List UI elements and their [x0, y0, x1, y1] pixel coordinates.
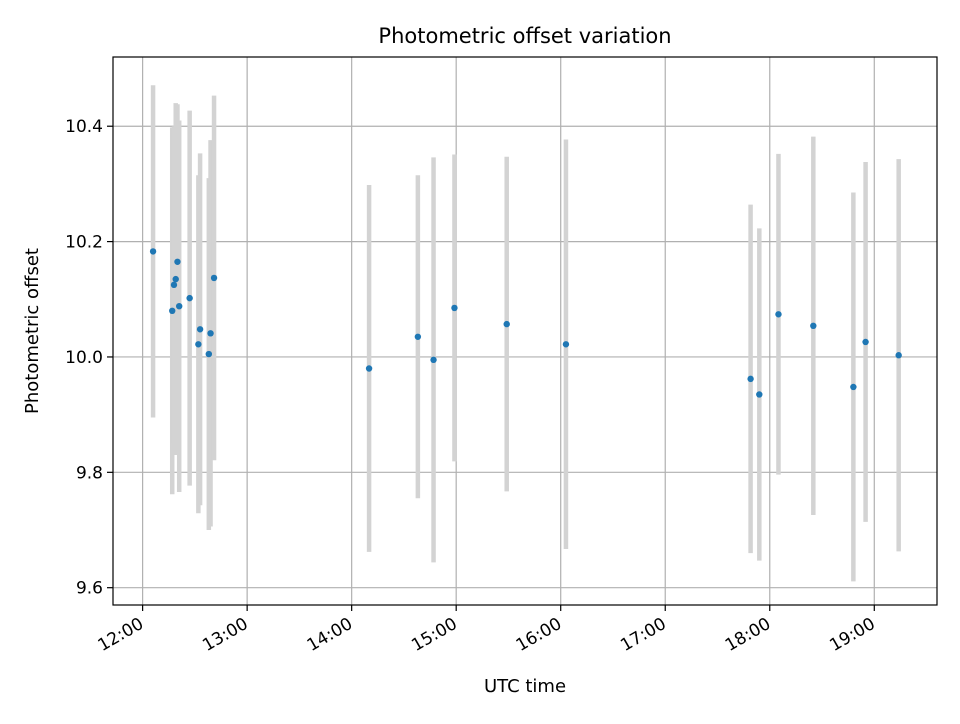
y-axis-ticks: 9.6 9.8 10.0 10.2 10.4	[65, 117, 113, 599]
x-axis-label: UTC time	[484, 676, 566, 697]
data-point	[210, 274, 218, 282]
x-tick-label: 15:00	[408, 614, 460, 656]
data-point	[895, 352, 902, 359]
data-point	[756, 391, 763, 398]
plot-background	[113, 57, 937, 605]
data-point	[195, 341, 202, 348]
data-point	[451, 304, 458, 312]
data-point	[365, 365, 373, 372]
y-tick-label: 10.0	[65, 348, 103, 368]
y-tick-label: 10.4	[65, 117, 103, 137]
data-point	[205, 350, 213, 358]
data-point	[810, 322, 817, 330]
plot-frame	[112, 56, 938, 606]
data-point	[862, 338, 869, 346]
x-tick-label: 14:00	[304, 614, 356, 656]
data-point	[149, 248, 157, 255]
data-point	[747, 375, 754, 383]
data-point	[562, 341, 570, 348]
data-points	[149, 248, 902, 398]
data-point	[172, 275, 179, 283]
data-point	[186, 294, 193, 302]
data-point	[430, 356, 437, 364]
chart-title: Photometric offset variation	[378, 24, 671, 48]
y-tick-label: 10.2	[65, 233, 103, 253]
x-tick-label: 19:00	[826, 614, 878, 656]
x-tick-label: 13:00	[199, 614, 251, 656]
data-point	[169, 307, 176, 315]
x-tick-label: 16:00	[513, 614, 565, 656]
data-point	[196, 326, 204, 333]
y-tick-label: 9.8	[76, 463, 103, 483]
x-tick-label: 18:00	[722, 614, 774, 656]
data-point	[170, 281, 178, 289]
data-point	[175, 302, 183, 310]
y-axis-label: Photometric offset	[22, 248, 43, 414]
y-tick-label: 9.6	[76, 579, 103, 599]
data-point	[174, 258, 181, 265]
grid	[113, 57, 937, 605]
data-point	[775, 311, 782, 318]
data-point	[414, 333, 422, 340]
x-tick-label: 17:00	[617, 614, 669, 656]
data-point	[503, 320, 510, 328]
x-tick-label: 12:00	[95, 614, 147, 656]
x-axis-ticks: 12:00 13:00 14:00 15:00 16:00 17:00 18:00 19:00	[95, 605, 879, 656]
data-point	[207, 330, 214, 337]
data-point	[850, 383, 857, 391]
